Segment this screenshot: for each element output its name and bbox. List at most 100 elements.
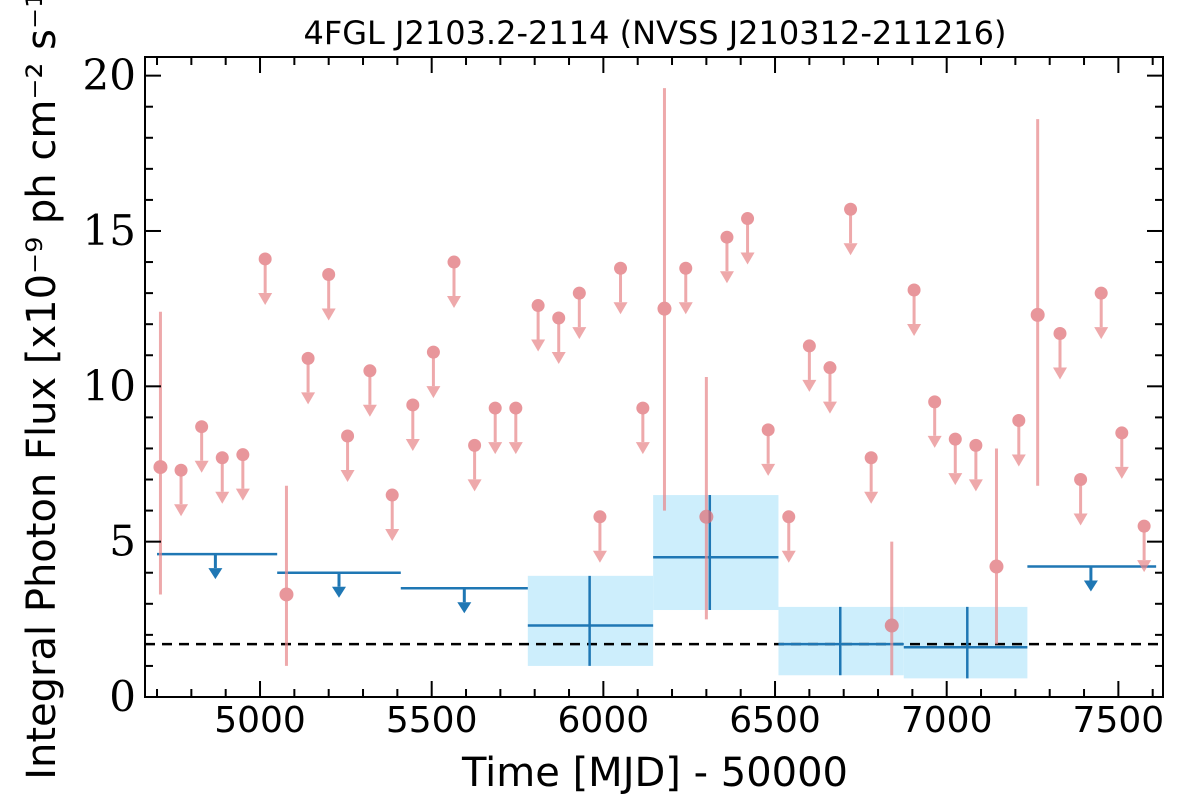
x-tick-label: 7500: [1073, 700, 1165, 741]
short-bin-ul-marker-21: [636, 401, 650, 415]
short-bin-ul-arrow-35: [1011, 420, 1026, 467]
short-bin-ul-arrow-31-head: [907, 324, 922, 337]
short-bin-upper-limit-24: [740, 212, 755, 265]
short-bin-ul-arrow-1-head: [194, 460, 209, 473]
short-bin-ul-arrow-32: [927, 401, 942, 448]
short-bin-ul-arrow-37: [1073, 479, 1088, 526]
short-bin-ul-arrow-36-head: [1052, 367, 1067, 380]
short-bin-ul-arrow-33-head: [948, 473, 963, 486]
short-bin-ul-arrow-34-head: [968, 479, 983, 492]
short-bin-ul-marker-12: [447, 255, 461, 269]
short-bin-ul-marker-28: [823, 361, 837, 375]
short-bin-upper-limit-21: [635, 401, 650, 455]
y-tick-label: 20: [83, 51, 136, 100]
short-bin-upper-limit-17: [551, 311, 566, 364]
short-bin-upper-limit-25: [761, 423, 776, 476]
short-bin-upper-limit-14: [488, 401, 503, 455]
y-tick-label: 10: [83, 361, 136, 410]
short-bin-upper-limit-13: [467, 438, 482, 492]
short-bin-ul-arrow-12-head: [447, 296, 462, 309]
short-bin-marker-1: [279, 587, 294, 602]
short-bin-ul-arrow-5-head: [301, 392, 316, 405]
short-bin-ul-arrow-4: [258, 258, 273, 305]
short-bin-ul-arrow-11: [426, 352, 441, 399]
short-bin-ul-arrow-15-head: [508, 442, 523, 455]
short-bin-ul-arrow-3-head: [235, 488, 250, 501]
short-bin-ul-marker-13: [468, 438, 482, 452]
short-bin-ul-marker-0: [174, 463, 188, 477]
long-bin-ul-arrow-1-head: [331, 586, 346, 598]
short-bin-ul-arrow-24-head: [740, 252, 755, 265]
short-bin-ul-arrow-3: [235, 454, 250, 501]
short-bin-ul-arrow-19-head: [592, 550, 607, 563]
long-bin-ul-arrow-3-head: [1083, 580, 1098, 592]
long-bin-band-3: [903, 606, 1028, 679]
short-bin-point-2: [657, 88, 672, 511]
short-bin-ul-arrow-20: [613, 268, 628, 315]
short-bin-point-5: [989, 448, 1004, 645]
short-bin-ul-arrow-7: [340, 436, 355, 483]
short-bin-upper-limit-28: [822, 361, 837, 414]
short-bin-ul-marker-30: [864, 451, 878, 465]
short-bin-upper-limit-6: [321, 267, 336, 321]
short-bin-point-3: [699, 377, 714, 620]
short-bin-ul-marker-9: [385, 488, 399, 502]
short-bin-ul-marker-19: [593, 510, 607, 524]
plot-frame: [144, 56, 1164, 698]
short-bin-point-1: [279, 485, 294, 666]
short-bin-upper-limit-30: [864, 451, 879, 504]
short-bin-upper-limit-40: [1137, 519, 1152, 573]
short-bin-upper-limit-18: [572, 286, 587, 340]
long-bin-point-0: [527, 575, 654, 666]
short-bin-ul-arrow-11-head: [426, 386, 441, 399]
short-bin-ul-arrow-29: [843, 209, 858, 256]
short-bin-ul-arrow-24: [740, 218, 755, 265]
short-bin-point-0: [153, 311, 168, 595]
short-bin-ul-marker-2: [215, 451, 229, 465]
axes: 5000 5500 6000 6500 7000 7500 0 5 10 15 20: [83, 51, 1165, 741]
short-bin-upper-limit-0: [174, 463, 189, 517]
short-bin-ul-arrow-16: [531, 305, 546, 352]
short-bin-ul-arrow-2: [215, 457, 230, 504]
short-bin-ul-arrow-2-head: [215, 491, 230, 504]
short-bin-ul-arrow-0-head: [174, 504, 189, 517]
short-bin-ul-marker-26: [782, 510, 796, 524]
long-bin-ul-arrow-0-head: [208, 568, 223, 580]
short-bin-upper-limit-22: [678, 261, 693, 315]
short-bin-ul-arrow-29-head: [843, 243, 858, 256]
short-bin-ul-marker-29: [844, 202, 858, 216]
short-bin-upper-limit-27: [802, 339, 817, 392]
short-bin-ul-marker-24: [741, 212, 755, 226]
short-bin-upper-limit-37: [1073, 473, 1088, 526]
short-bin-ul-marker-4: [258, 252, 272, 266]
short-bin-ul-arrow-25-head: [761, 463, 776, 476]
y-tick-label: 5: [109, 517, 136, 566]
short-bin-ul-arrow-16-head: [531, 339, 546, 352]
short-bin-ul-arrow-22: [678, 268, 693, 315]
short-bin-ul-arrow-39-head: [1114, 466, 1129, 479]
short-bin-ul-marker-38: [1094, 286, 1108, 300]
plot-area: [145, 88, 1163, 679]
short-bin-ul-arrow-23: [719, 237, 734, 284]
short-bin-ul-marker-23: [720, 230, 734, 244]
short-bin-ul-arrow-39: [1114, 432, 1129, 479]
short-bin-upper-limit-9: [385, 488, 400, 542]
short-bin-ul-arrow-13-head: [467, 479, 482, 492]
short-bin-ul-arrow-28-head: [822, 401, 837, 414]
short-bin-ul-marker-8: [363, 364, 377, 378]
short-bin-ul-arrow-8: [362, 370, 377, 417]
short-bin-ul-arrow-8-head: [362, 404, 377, 417]
short-bin-upper-limit-7: [340, 429, 355, 483]
short-bin-marker-3: [699, 509, 714, 524]
short-bin-ul-arrow-20-head: [613, 302, 628, 315]
short-bin-ul-arrow-40: [1137, 526, 1152, 573]
short-bin-ul-arrow-36: [1052, 333, 1067, 380]
short-bin-ul-arrow-23-head: [719, 271, 734, 284]
short-bin-ul-marker-7: [341, 429, 355, 443]
short-bin-ul-arrow-28: [822, 367, 837, 414]
long-bin-ul-arrow-3: [1083, 566, 1098, 592]
short-bin-ul-marker-1: [195, 420, 209, 434]
long-bin-upper-limit-2: [400, 587, 528, 614]
short-bin-ul-arrow-38-head: [1094, 327, 1109, 340]
